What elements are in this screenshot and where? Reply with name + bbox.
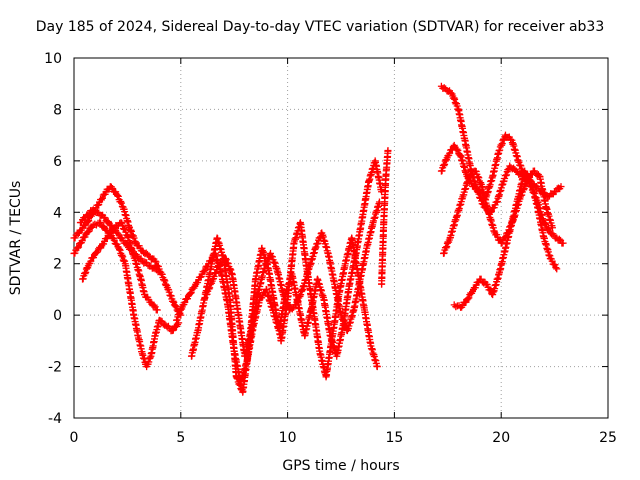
data-point [548,224,556,232]
data-point [465,294,473,302]
data-point [145,358,153,366]
y-tick-label: 6 [53,154,62,170]
data-point [146,354,154,362]
x-tick-label: 10 [279,430,297,446]
y-tick-label: -2 [48,360,62,376]
data-point [552,264,560,272]
data-point [78,237,86,245]
x-tick-label: 0 [70,430,79,446]
data-point [114,229,122,237]
data-point [201,266,209,274]
data-point [454,146,462,154]
data-point [186,290,194,298]
y-tick-label: 2 [53,257,62,273]
data-point [75,243,83,251]
grid-lines [74,58,608,418]
data-point [464,295,472,303]
data-point [150,301,158,309]
y-tick-label: 0 [53,308,62,324]
data-point [172,303,180,311]
y-tick-label: 8 [53,102,62,118]
data-points [70,82,567,396]
data-point [97,196,105,204]
data-point [107,183,115,191]
chart-title: Day 185 of 2024, Sidereal Day-to-day VTE… [35,19,605,35]
data-point [468,171,476,179]
x-tick-label: 20 [492,430,510,446]
data-point [97,219,105,227]
plot-frame [73,57,609,419]
data-point [384,147,392,155]
data-point [187,289,195,297]
data-point [127,245,135,253]
data-point [85,227,93,235]
data-point [373,363,381,371]
data-point [119,224,127,232]
data-point [524,172,532,180]
x-tick-label: 5 [176,430,185,446]
data-point [169,326,177,334]
data-point [84,228,92,236]
data-point [93,248,101,256]
y-tick-label: 10 [44,51,62,67]
data-point [557,183,565,191]
data-point [555,235,563,243]
y-tick-label: 4 [53,205,62,221]
axis-ticks: 0 5 10 15 20 25 -4 -2 0 2 4 6 8 10 [44,51,617,446]
data-point [155,267,163,275]
data-point [151,257,159,265]
x-tick-label: 25 [599,430,617,446]
data-point [87,257,95,265]
data-point [559,239,567,247]
data-point [117,198,125,206]
data-point [171,302,179,310]
data-point [200,268,208,276]
data-point [84,218,92,226]
data-point [108,184,116,192]
data-point [453,145,461,153]
data-point [452,303,460,311]
data-point [106,230,114,238]
data-point [446,149,454,157]
data-point [74,244,82,252]
data-point [119,221,127,229]
data-point [101,214,109,222]
data-point [152,258,160,266]
x-axis-label: GPS time / hours [282,458,400,474]
data-point [110,236,118,244]
data-point [114,192,122,200]
data-point [98,194,106,202]
data-point [115,231,123,239]
data-point [181,298,189,306]
data-point [91,220,99,228]
data-point [92,249,100,257]
y-axis-label: SDTVAR / TECUs [8,180,24,296]
data-point [84,211,92,219]
y-tick-label: -4 [48,411,62,427]
x-tick-label: 15 [385,430,403,446]
data-point [288,305,296,313]
data-point [553,265,561,273]
data-point [118,199,126,207]
data-point [153,306,161,314]
data-point [114,192,122,200]
